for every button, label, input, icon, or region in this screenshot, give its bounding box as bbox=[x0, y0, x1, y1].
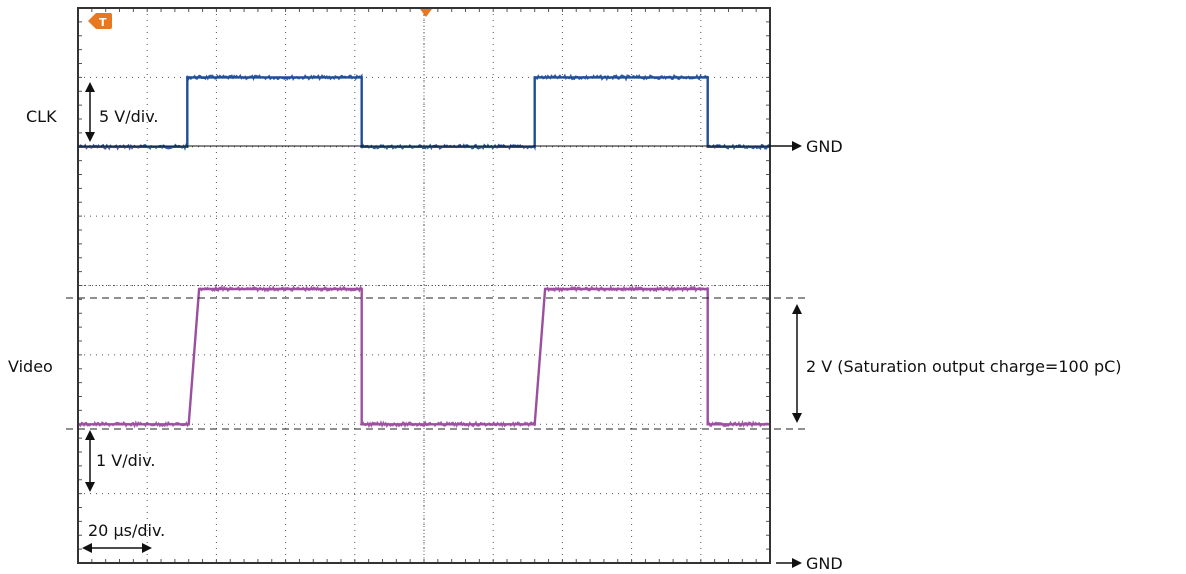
clk-channel-label: CLK bbox=[26, 107, 57, 126]
grid bbox=[77, 7, 771, 564]
video-channel-label: Video bbox=[8, 357, 53, 376]
svg-text:T: T bbox=[99, 16, 107, 29]
time-scale-label: 20 µs/div. bbox=[88, 521, 165, 540]
trigger-arrow-icon bbox=[420, 9, 432, 17]
trigger-t-icon: T bbox=[88, 13, 112, 29]
video-gnd-label: GND bbox=[806, 554, 843, 573]
series-line-video-core bbox=[78, 287, 770, 426]
amplitude-label: 2 V (Saturation output charge=100 pC) bbox=[806, 357, 1122, 376]
video-scale-label: 1 V/div. bbox=[96, 451, 156, 470]
clk-gnd-label: GND bbox=[806, 137, 843, 156]
plot-frame bbox=[77, 7, 771, 564]
clk-scale-label: 5 V/div. bbox=[99, 107, 159, 126]
series-line-clk-core bbox=[78, 76, 770, 149]
traces bbox=[77, 73, 771, 429]
